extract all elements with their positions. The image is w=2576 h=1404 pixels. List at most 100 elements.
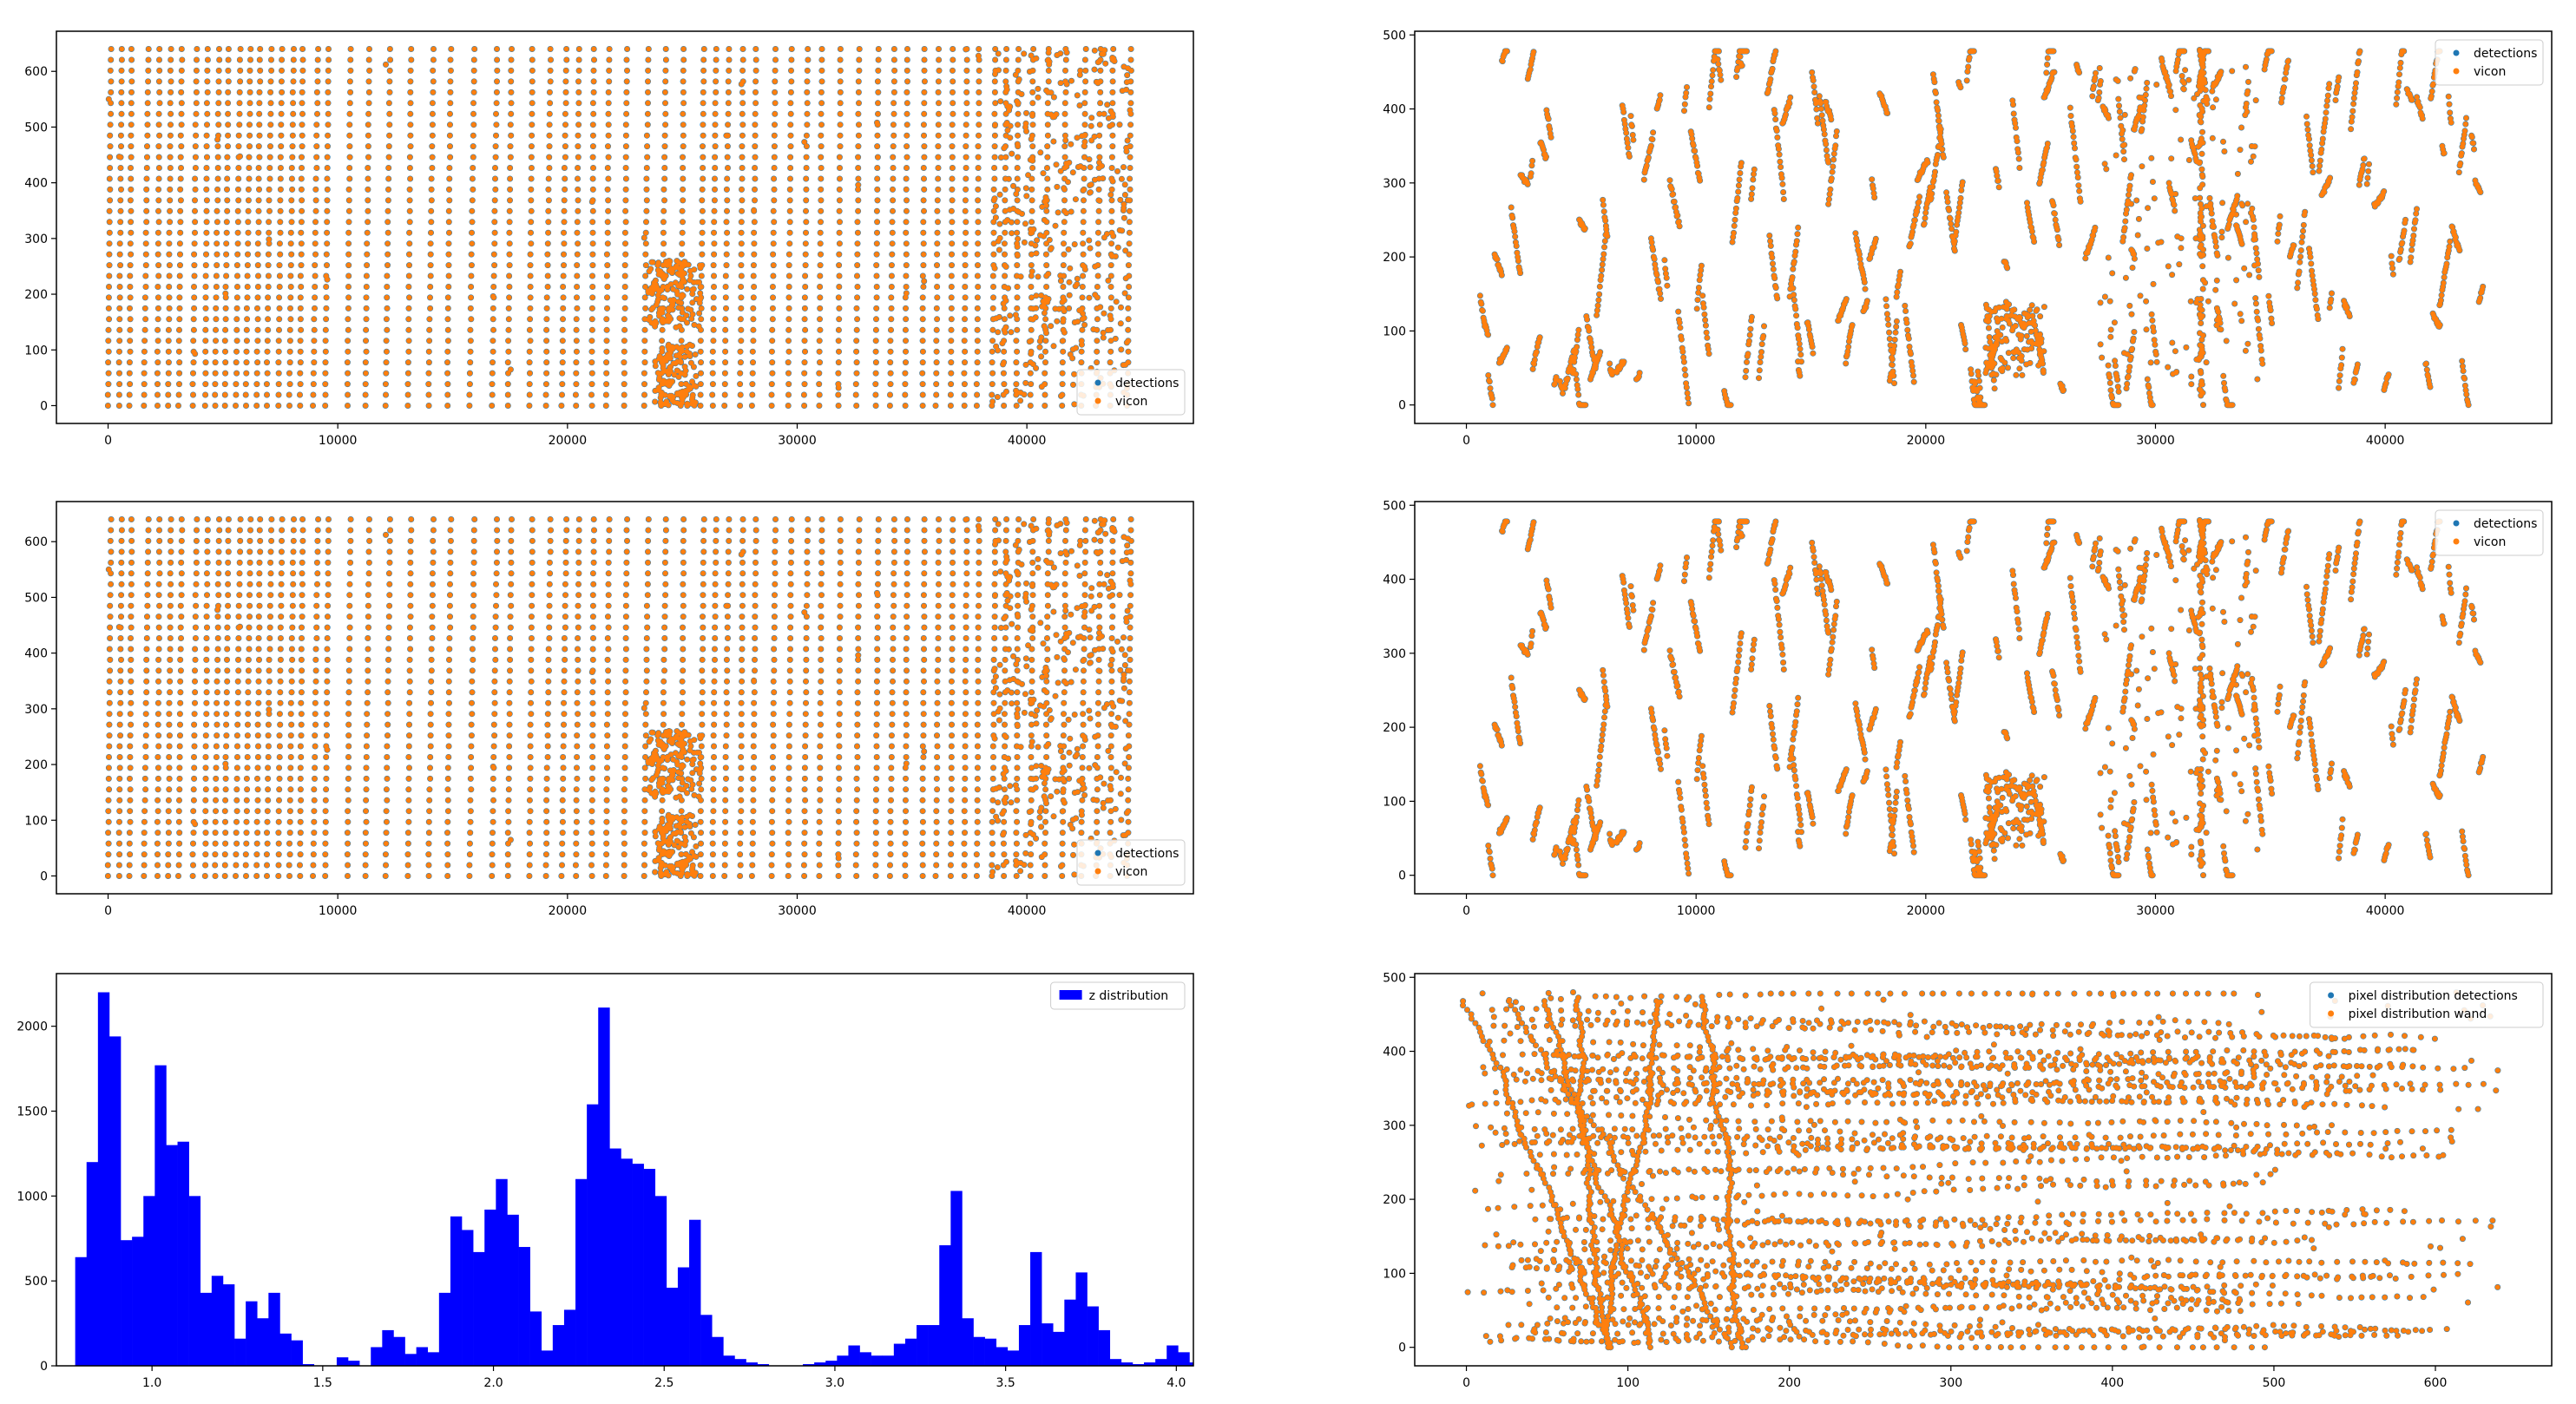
legend-marker [2328,1010,2335,1017]
legend-swatch [1059,990,1082,1000]
histogram-bar [529,1311,542,1366]
histogram-bar [928,1325,940,1366]
chart-bottom-right: 0 100 200 300 400 500 600 0 100 200 300 400 500 pixel… [1383,971,2553,1390]
y-tick-label: 200 [24,758,48,772]
chart-middle-right: 0 10000 20000 30000 40000 0 100 200 300 400 500 det… [1383,499,2553,918]
histogram-bar [632,1164,644,1366]
y-tick-label: 300 [24,233,48,246]
histogram-bar [814,1362,826,1366]
histogram-bar [348,1361,360,1366]
y-tick-label: 0 [40,869,48,883]
histogram-bar [962,1318,974,1366]
x-tick-label: 10000 [319,904,358,918]
y-tick-label: 400 [1383,103,1406,117]
histogram-bar [541,1350,554,1366]
series-vicon-points [1477,517,2486,878]
chart-top-left: 0 10000 20000 30000 40000 0 100 200 300 400 500 600… [24,30,1194,448]
histogram-bar [882,1355,895,1366]
histogram-bar [438,1292,451,1366]
histogram-bar [700,1315,713,1366]
series-pixel-distribution-wand-points [1460,989,2500,1350]
legend-marker [2328,992,2335,999]
axes-frame [1414,973,2553,1367]
x-tick-label: 1.0 [142,1376,161,1390]
histogram-bar [188,1196,201,1366]
x-tick-label: 300 [1939,1376,1962,1390]
plot-area [1476,517,2487,879]
legend-box [2435,509,2544,556]
histogram-bar [222,1284,235,1366]
histogram-bar [211,1276,224,1366]
histogram-bar [689,1219,701,1366]
histogram-bar [984,1338,997,1366]
histogram-bar [279,1333,292,1366]
legend: detections vicon [2435,509,2544,556]
histogram-bar [1144,1362,1156,1366]
legend: detections vicon [1076,839,1186,886]
histogram-bar [496,1178,508,1366]
histogram-bar [1075,1272,1088,1366]
histogram-bar [462,1230,474,1366]
legend-label: detections [1115,847,1179,861]
series-vicon-points [1477,47,2486,408]
axes-frame [56,501,1194,895]
histogram-bar [587,1104,599,1366]
legend: detections vicon [2435,39,2544,86]
x-tick-label: 10000 [1677,904,1716,918]
y-tick-label: 400 [1383,574,1406,587]
legend-label: pixel distribution wand [2349,1007,2487,1021]
x-tick-label: 10000 [319,434,358,448]
legend-label: vicon [2474,535,2506,549]
y-tick-label: 400 [1383,1046,1406,1060]
histogram-bar [904,1338,917,1366]
legend-marker [2453,520,2460,527]
legend: z distribution [1050,981,1186,1010]
histogram-bar [643,1169,656,1366]
histogram-bar [1064,1299,1076,1366]
x-tick-label: 30000 [2136,434,2175,448]
chart-bottom-left: 1.0 1.5 2.0 2.5 3.0 3.5 4.0 0 500 1000 1500 2000 z d… [16,973,1194,1390]
y-tick-label: 400 [24,177,48,191]
x-tick-label: 40000 [2366,904,2405,918]
histogram-bar [666,1287,679,1366]
legend-label: z distribution [1089,989,1169,1003]
histogram-bar [552,1325,565,1366]
x-tick-label: 30000 [778,904,817,918]
y-tick-label: 600 [24,535,48,549]
y-tick-label: 300 [24,703,48,717]
histogram-bar [859,1352,871,1366]
x-tick-label: 30000 [778,434,817,448]
y-tick-label: 100 [24,344,48,358]
histogram-bar [121,1240,133,1366]
histogram-bar [950,1191,963,1366]
histogram-bar [871,1355,884,1366]
chart-top-right: 0 10000 20000 30000 40000 0 100 200 300 400 500 det… [1383,29,2553,448]
y-tick-label: 1000 [16,1190,48,1204]
histogram-bar [404,1354,417,1366]
legend-box [2310,981,2544,1028]
plot-area [1476,47,2487,409]
histogram-bar [234,1338,246,1366]
legend-marker [1094,397,1101,404]
x-tick-label: 500 [2263,1376,2286,1390]
histogram-bar [154,1065,167,1366]
y-tick-label: 200 [24,288,48,302]
axes-frame [56,973,1194,1367]
histogram-bar [302,1364,315,1366]
legend-marker [1094,850,1101,856]
histogram-bar [1132,1364,1145,1366]
histogram-bar [1018,1325,1031,1366]
histogram-bar [336,1357,349,1366]
histogram-bar [257,1318,269,1366]
histogram-bar [382,1329,394,1366]
y-tick-label: 600 [24,65,48,79]
x-tick-label: 0 [1462,1376,1470,1390]
x-tick-label: 3.0 [825,1376,844,1390]
legend: detections vicon [1076,369,1186,416]
legend-label: vicon [2474,65,2506,79]
histogram-bar [1098,1329,1111,1366]
histogram-bar [1053,1331,1065,1366]
x-tick-label: 4.0 [1166,1376,1186,1390]
x-tick-label: 0 [104,904,112,918]
histogram-bar [575,1178,588,1366]
